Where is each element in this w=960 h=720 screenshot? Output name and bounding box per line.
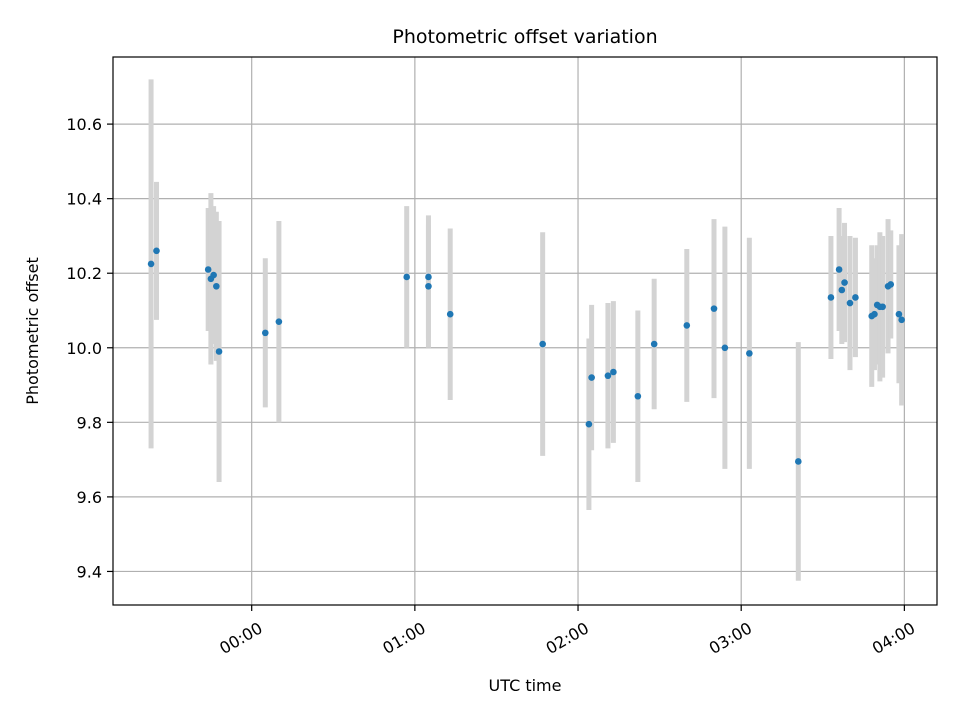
y-tick-label: 10.2 [66,264,102,283]
data-point [261,329,269,337]
data-point [425,273,432,281]
data-point [425,282,432,290]
data-point [841,279,848,286]
grid [113,57,937,605]
data-point [588,374,595,381]
data-point [204,266,212,273]
data-points [147,247,905,465]
y-tick-label: 9.8 [77,413,102,432]
data-point [895,310,903,318]
data-point [610,368,617,376]
y-tick-label: 10.0 [66,339,102,358]
y-tick-label: 9.4 [77,562,102,581]
y-axis-label: Photometric offset [23,257,42,405]
data-point [887,281,895,288]
data-point [446,310,454,318]
data-point [403,273,411,281]
data-point [795,458,802,465]
data-point [827,294,835,301]
y-axis-ticks: 9.4 9.6 9.8 10.0 10.2 10.4 10.6 [66,115,113,581]
data-point [838,286,846,294]
data-point [710,305,718,312]
data-point [846,299,854,307]
data-point [683,322,691,329]
data-point [650,340,658,348]
data-point [871,310,878,318]
x-axis-label: UTC time [489,676,562,695]
y-tick-label: 10.4 [66,190,102,209]
data-point [275,318,283,325]
data-point [215,348,223,355]
y-tick-label: 10.6 [66,115,102,134]
data-point [539,340,546,348]
data-point [835,266,843,273]
chart-title: Photometric offset variation [392,26,657,48]
data-point [852,294,859,301]
data-point [879,303,886,311]
data-point [898,316,905,324]
data-point [585,420,593,428]
y-tick-label: 9.6 [77,488,102,507]
data-point [153,247,160,255]
data-point [721,344,729,352]
plot-frame [112,56,938,606]
data-point [210,271,217,279]
data-point [634,392,642,400]
data-point [746,350,753,357]
data-point [213,282,220,290]
data-point [604,372,612,380]
data-point [147,260,155,268]
